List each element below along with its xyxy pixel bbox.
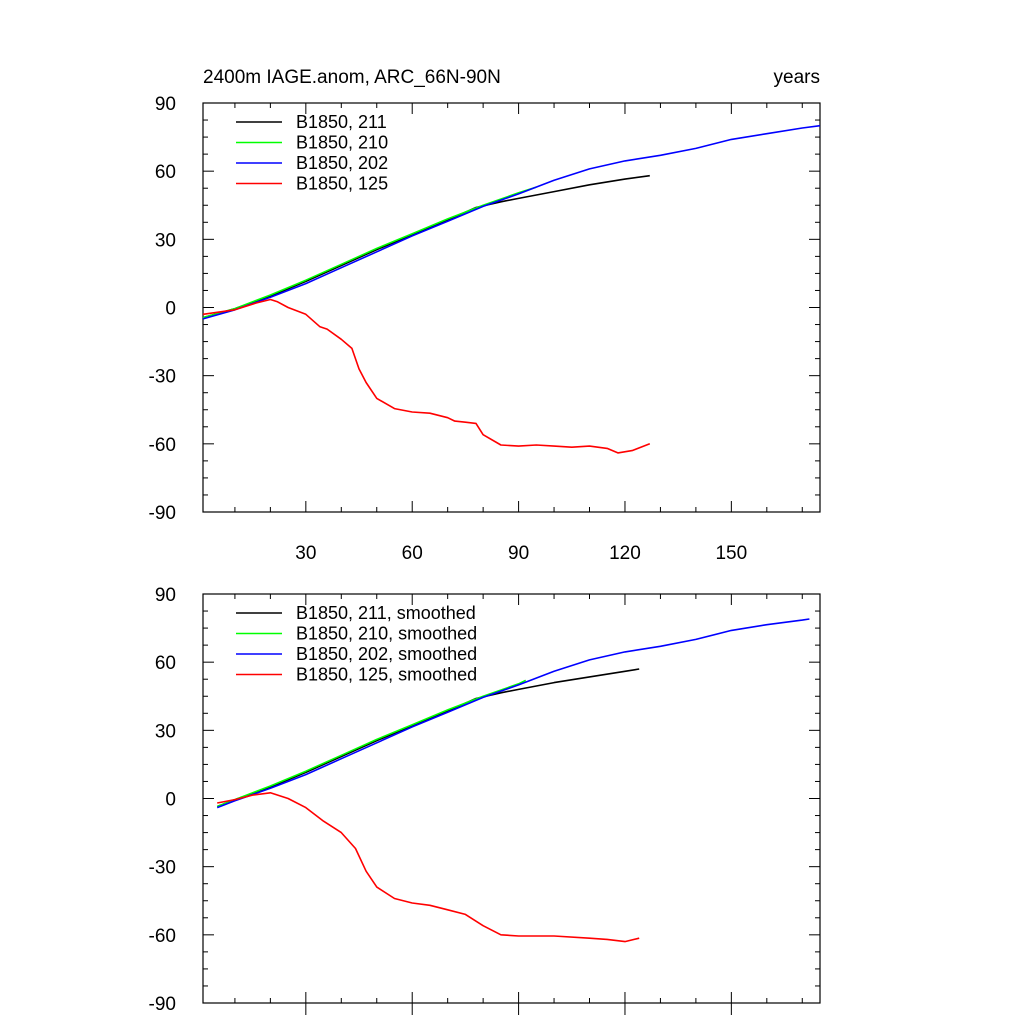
legend-label: B1850, 125, smoothed [296, 665, 477, 685]
y-tick-label: 30 [155, 230, 176, 251]
x-tick-label: 60 [402, 543, 423, 564]
y-tick-label: 90 [155, 94, 176, 115]
legend-label: B1850, 202, smoothed [296, 644, 477, 664]
x-tick-label: 150 [715, 543, 747, 564]
series-line-b1850-125-smoothed [217, 791, 640, 943]
units-label: years [774, 67, 820, 88]
chart-title: 2400m IAGE.anom, ARC_66N-90N [203, 67, 501, 88]
x-tick-label: 30 [295, 543, 316, 564]
legend-label: B1850, 210 [296, 133, 388, 153]
x-tick-label: 120 [609, 543, 641, 564]
legend-label: B1850, 211, smoothed [296, 603, 476, 623]
legend-label: B1850, 211 [296, 112, 387, 132]
x-tick-label: 90 [508, 543, 529, 564]
y-tick-label: 60 [155, 162, 176, 183]
y-tick-label: 0 [165, 790, 176, 811]
series-line-b1850-202-smoothed [216, 618, 810, 809]
y-tick-label: -30 [149, 858, 176, 879]
y-tick-label: 60 [155, 653, 176, 674]
series-line-b1850-210-smoothed [216, 679, 527, 808]
series-line-b1850-211 [202, 174, 650, 319]
legend-label: B1850, 202 [296, 153, 388, 173]
y-tick-label: -90 [149, 503, 176, 524]
legend-label: B1850, 210, smoothed [296, 624, 477, 644]
y-tick-label: -60 [149, 926, 176, 947]
y-tick-label: -90 [149, 994, 176, 1015]
series-line-b1850-125 [202, 298, 651, 454]
y-tick-label: 90 [155, 585, 176, 606]
y-tick-label: -60 [149, 435, 176, 456]
series-line-b1850-202 [202, 124, 821, 320]
y-tick-label: 30 [155, 721, 176, 742]
legend-label: B1850, 125 [296, 174, 388, 194]
series-line-b1850-210 [202, 186, 537, 319]
y-tick-label: 0 [165, 299, 176, 320]
y-tick-label: -30 [149, 367, 176, 388]
series-line-b1850-211-smoothed [216, 668, 640, 808]
